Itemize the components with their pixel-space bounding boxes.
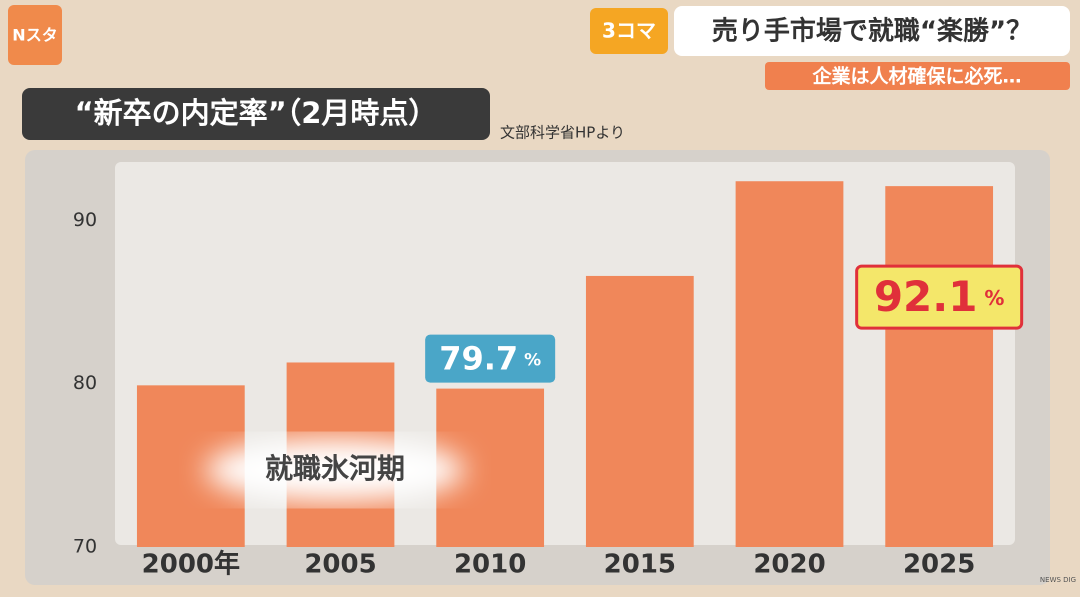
bar (885, 186, 994, 547)
headline: 売り手市場で就職“楽勝”？ (712, 16, 1032, 47)
watermark: NEWS DIG (1040, 576, 1076, 584)
value-label-box (855, 264, 1024, 330)
x-tick-label: 2025 (903, 550, 975, 580)
x-tick-label: 2000年 (142, 549, 240, 580)
x-tick-label: 2005 (304, 550, 376, 580)
x-tick-label: 2020 (753, 550, 825, 580)
annotation: 就職氷河期 (265, 452, 405, 485)
x-tick-label: 2015 (604, 550, 676, 580)
badge-box (590, 8, 668, 54)
title-box (22, 88, 490, 140)
x-tick-label: 2010 (454, 550, 526, 580)
value-label: 92.1 % (874, 272, 1005, 321)
subheadline-box (765, 62, 1070, 90)
bar (735, 181, 844, 547)
bar (585, 275, 694, 547)
value-label-box (425, 334, 556, 383)
y-tick-label: 90 (73, 209, 97, 231)
logo-box (8, 5, 62, 65)
chart-title: “新卒の内定率”（2月時点） (75, 96, 438, 130)
logo: Nスタ (12, 26, 57, 45)
badge: 3コマ (602, 19, 656, 43)
annotation-glow (205, 438, 465, 502)
headline-box (674, 6, 1070, 56)
y-tick-label: 80 (73, 372, 97, 394)
y-tick-label: 70 (73, 536, 97, 558)
source: 文部科学省HPより (500, 124, 625, 142)
value-label: 79.7 % (439, 340, 541, 378)
subheadline: 企業は人材確保に必死… (811, 65, 1021, 88)
